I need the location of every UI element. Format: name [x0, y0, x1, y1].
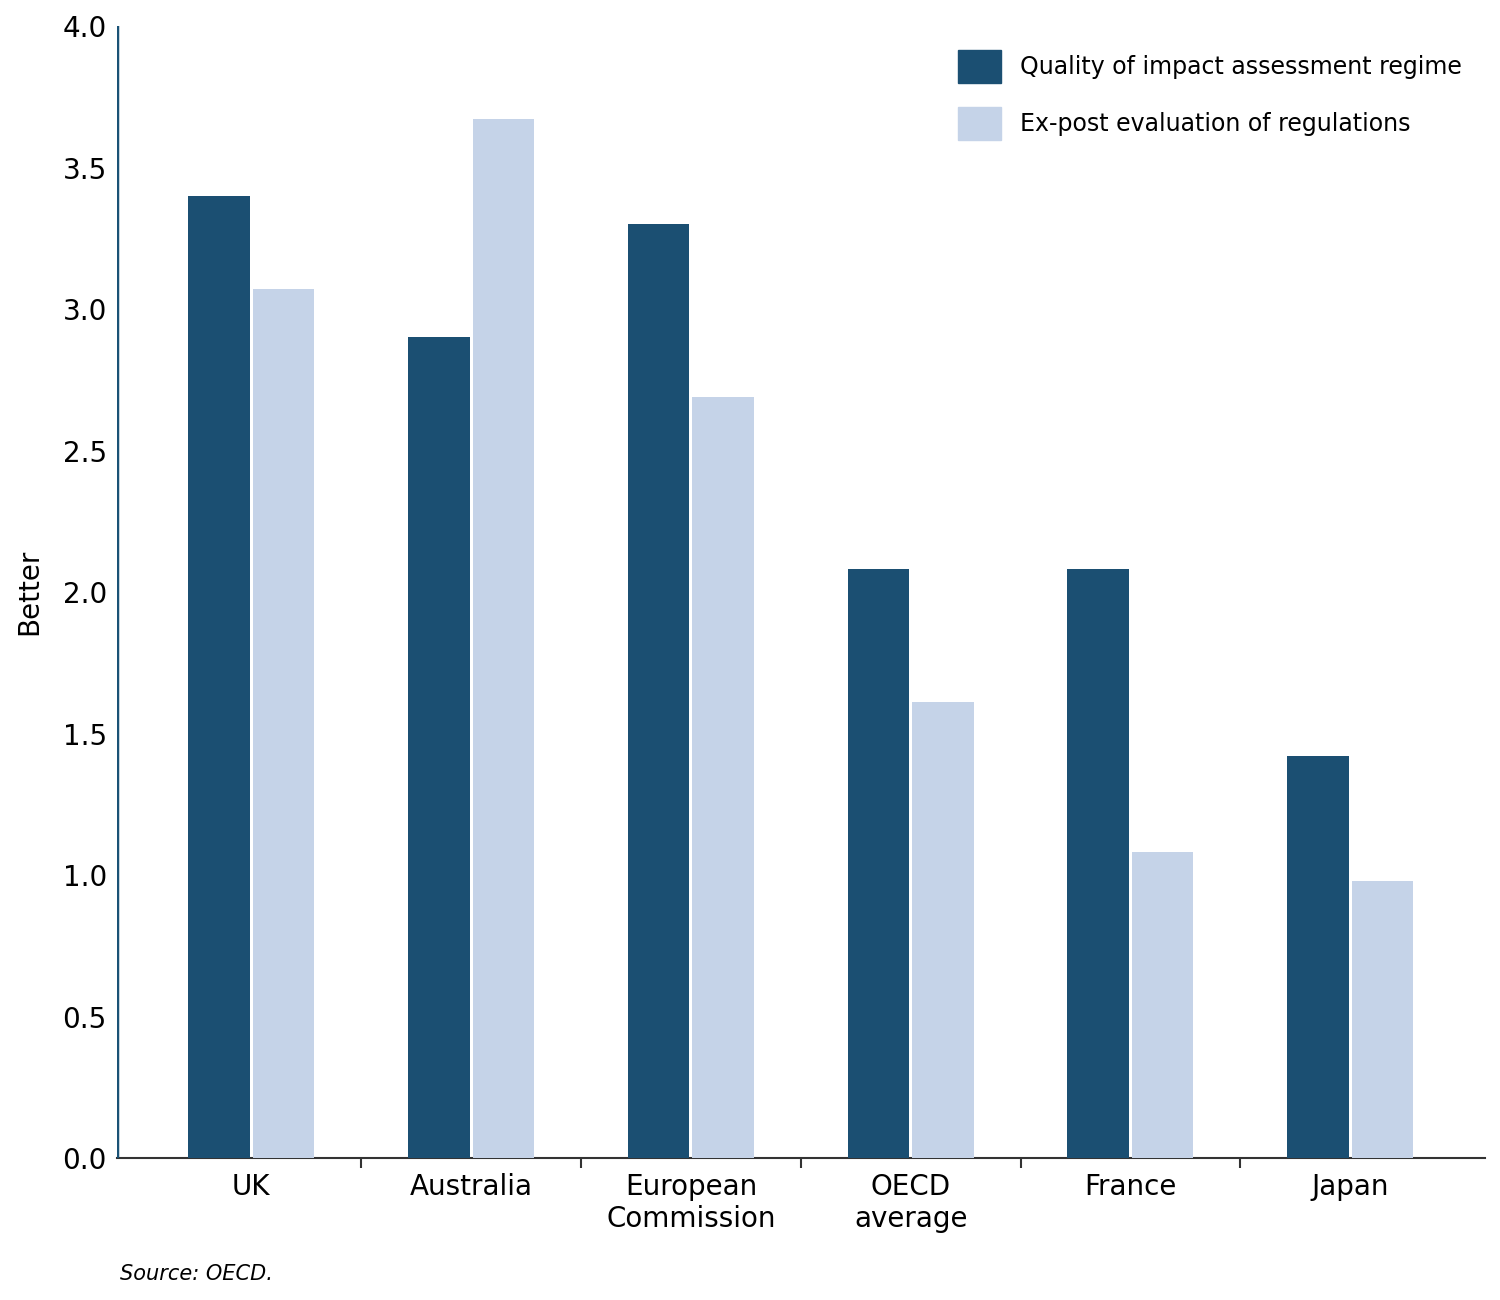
Text: Source: OECD.: Source: OECD.: [120, 1265, 273, 1284]
Bar: [1132, 853, 1194, 1158]
Bar: [408, 337, 470, 1158]
Bar: [254, 289, 315, 1158]
Legend: Quality of impact assessment regime, Ex-post evaluation of regulations: Quality of impact assessment regime, Ex-…: [946, 38, 1473, 152]
Bar: [1352, 880, 1413, 1158]
Bar: [912, 702, 974, 1158]
Y-axis label: Better: Better: [15, 549, 44, 636]
Bar: [472, 120, 534, 1158]
Bar: [1068, 569, 1130, 1158]
Bar: [1287, 757, 1348, 1158]
Bar: [628, 224, 690, 1158]
Bar: [189, 196, 250, 1158]
Bar: [847, 569, 909, 1158]
Bar: [693, 396, 754, 1158]
